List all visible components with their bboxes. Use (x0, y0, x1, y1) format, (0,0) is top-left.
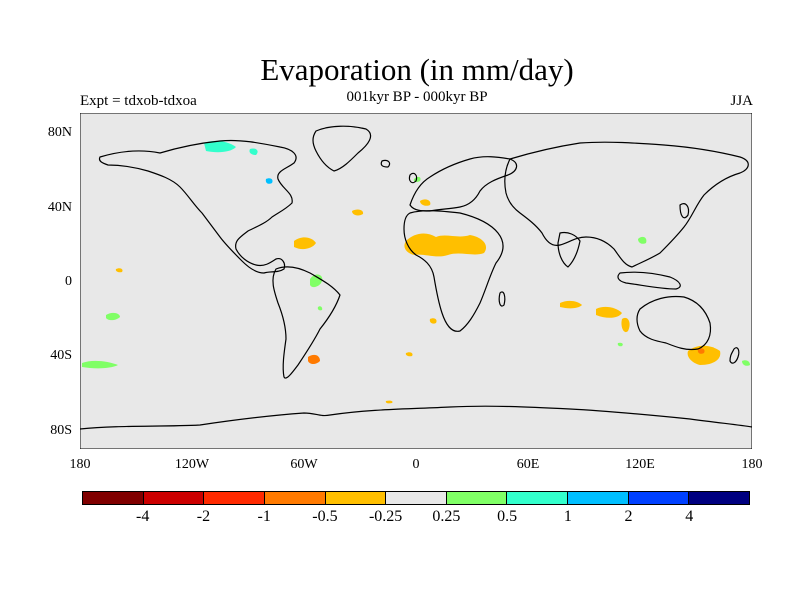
y-tick-0: 0 (65, 274, 72, 289)
coastline-greenland (312, 125, 372, 172)
map-background (80, 113, 752, 449)
colorbar-segment (83, 492, 143, 504)
coastline-south-america (272, 266, 341, 379)
coastline-iceland (380, 159, 391, 168)
coastline-africa (403, 210, 504, 332)
x-tick-180w: 180 (69, 457, 91, 472)
anomaly-patch-canadian-arctic (204, 140, 236, 153)
colorbar-label: -4 (136, 508, 150, 525)
colorbar-label: -2 (196, 508, 211, 525)
y-tick-80s: 80S (50, 423, 72, 438)
anomaly-patch-south-atlantic (429, 318, 437, 324)
colorbar-label: -0.5 (312, 508, 338, 525)
colorbar-label: -0.25 (368, 508, 403, 525)
colorbar-segment (506, 492, 568, 504)
colorbar-segment (142, 492, 204, 504)
anomaly-patch-australia-core (697, 348, 705, 354)
anomaly-patches (82, 140, 750, 404)
y-tick-80n: 80N (47, 125, 72, 140)
anomaly-patch-east-asia (638, 236, 647, 244)
coastline-india (557, 231, 581, 268)
colorbar-segment (263, 492, 325, 504)
coastline-antarctica (80, 405, 752, 430)
anomaly-patch-south-australia (687, 345, 721, 365)
anomaly-patch-argentina (308, 354, 320, 364)
anomaly-patch-sahel (404, 233, 487, 257)
coastline-australia (636, 295, 712, 351)
anomaly-patch-tropical-pacific (115, 268, 123, 273)
anomaly-patch-amazon (310, 274, 323, 288)
anomaly-patch-indian-small (405, 352, 413, 357)
coastline-north-america (98, 139, 297, 274)
coastline-asia (504, 141, 749, 268)
colorbar-label: -1 (257, 508, 271, 525)
anomaly-patch-tasman (742, 360, 750, 366)
coastline-maritime-continent (617, 271, 681, 290)
anomaly-patch-atlantic (294, 237, 316, 250)
anomaly-patch-sahara-north (420, 199, 431, 206)
anomaly-patch-west-australia (621, 317, 630, 333)
colorbar-segment (203, 492, 264, 504)
colorbar-label: 2 (624, 508, 633, 525)
y-tick-40s: 40S (50, 348, 72, 363)
coastlines (80, 125, 752, 430)
colorbar-label: 0.25 (432, 508, 461, 525)
coastline-british-isles (408, 172, 418, 184)
colorbar-segment (627, 492, 689, 504)
colorbar-label: 1 (563, 508, 572, 525)
world-map (80, 113, 752, 449)
experiment-label: Expt = tdxob-tdxoa (80, 93, 197, 109)
anomaly-patch-south-pacific (82, 360, 118, 369)
colorbar-label: 0.5 (497, 508, 518, 525)
x-tick-60w: 60W (290, 457, 318, 472)
anomaly-patch-south-america-south (317, 306, 323, 311)
y-tick-40n: 40N (47, 200, 72, 215)
coastline-madagascar (498, 291, 506, 307)
colorbar-segment (324, 492, 386, 504)
coastline-europe (409, 156, 518, 212)
colorbar-segment (567, 492, 628, 504)
coastline-japan (679, 203, 690, 219)
x-tick-60e: 60E (516, 457, 540, 472)
map-title: Evaporation (in mm/day) (260, 52, 574, 87)
colorbar-segment (688, 492, 750, 504)
map-subtitle: 001kyr BP - 000kyr BP (346, 89, 488, 105)
colorbar-segment (445, 492, 507, 504)
anomaly-patch-east-pacific (106, 312, 120, 321)
anomaly-patch-hudson-bay (265, 178, 273, 184)
season-label: JJA (730, 93, 753, 109)
colorbar (82, 491, 750, 505)
anomaly-patch-far-south (385, 400, 393, 404)
anomaly-patch-indian-ocean (560, 300, 582, 309)
anomaly-patch-arctic-islands (249, 148, 258, 155)
anomaly-patch-southern-ocean (617, 342, 623, 347)
anomaly-patch-mid-atlantic (352, 209, 364, 216)
x-tick-180e: 180 (741, 457, 763, 472)
x-tick-0: 0 (412, 457, 420, 472)
x-tick-120w: 120W (174, 457, 210, 472)
x-tick-120e: 120E (625, 457, 655, 472)
anomaly-patch-south-indian (596, 306, 622, 318)
colorbar-label: 4 (685, 508, 694, 525)
coastline-new-zealand (729, 347, 740, 364)
colorbar-segment (385, 492, 446, 504)
